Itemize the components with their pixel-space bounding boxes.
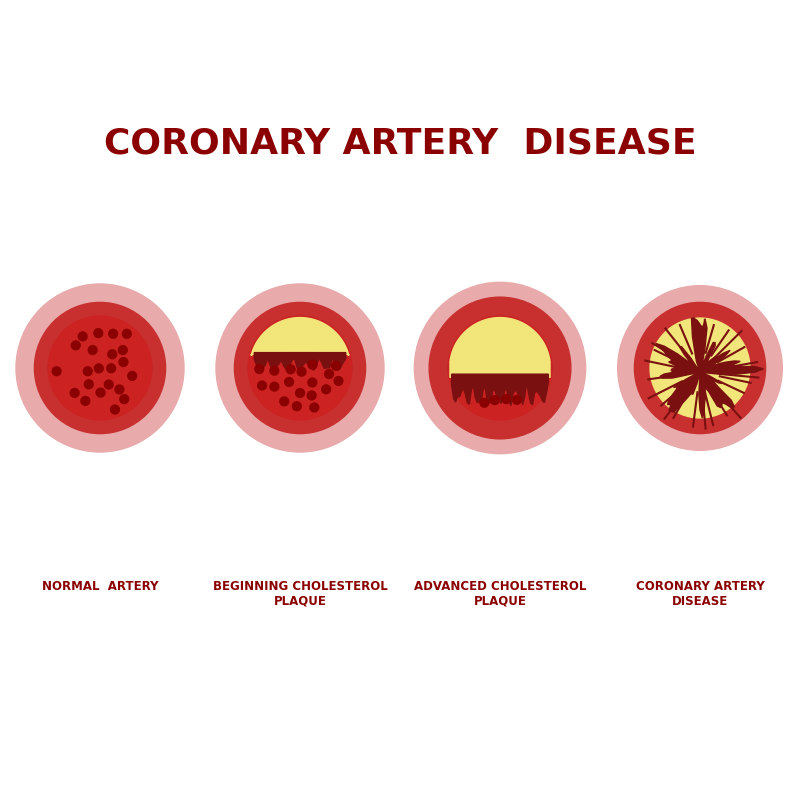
Circle shape: [285, 378, 294, 386]
Circle shape: [414, 282, 586, 454]
Circle shape: [52, 367, 61, 376]
Circle shape: [280, 397, 289, 406]
Circle shape: [128, 371, 137, 380]
Circle shape: [308, 378, 317, 387]
Circle shape: [258, 381, 266, 390]
Circle shape: [322, 385, 330, 394]
Circle shape: [480, 398, 489, 407]
Circle shape: [270, 366, 278, 375]
Circle shape: [110, 405, 119, 414]
Circle shape: [120, 394, 129, 403]
Circle shape: [513, 395, 522, 404]
Circle shape: [650, 318, 750, 418]
Circle shape: [255, 365, 264, 374]
Circle shape: [106, 364, 115, 373]
Circle shape: [248, 316, 352, 420]
Circle shape: [293, 402, 302, 410]
Text: BEGINNING CHOLESTEROL
PLAQUE: BEGINNING CHOLESTEROL PLAQUE: [213, 580, 387, 608]
Circle shape: [429, 297, 571, 439]
Circle shape: [109, 330, 118, 338]
Circle shape: [108, 350, 117, 358]
Circle shape: [331, 362, 340, 370]
Circle shape: [296, 389, 305, 398]
Circle shape: [297, 367, 306, 376]
Text: CORONARY ARTERY
DISEASE: CORONARY ARTERY DISEASE: [636, 580, 764, 608]
Circle shape: [448, 316, 552, 420]
Circle shape: [83, 367, 92, 376]
Circle shape: [119, 358, 128, 366]
Polygon shape: [450, 318, 550, 378]
Circle shape: [104, 380, 113, 389]
Circle shape: [94, 364, 103, 373]
Text: NORMAL  ARTERY: NORMAL ARTERY: [42, 580, 158, 593]
Circle shape: [307, 391, 316, 400]
Circle shape: [270, 382, 278, 391]
Circle shape: [71, 341, 80, 350]
Circle shape: [84, 380, 93, 389]
Circle shape: [122, 330, 131, 338]
Polygon shape: [656, 318, 763, 418]
Circle shape: [16, 284, 184, 452]
Polygon shape: [251, 318, 349, 355]
Circle shape: [96, 388, 105, 397]
Circle shape: [115, 385, 124, 394]
Circle shape: [78, 332, 87, 341]
Circle shape: [490, 396, 499, 405]
Circle shape: [216, 284, 384, 452]
Text: ADVANCED CHOLESTEROL
PLAQUE: ADVANCED CHOLESTEROL PLAQUE: [414, 580, 586, 608]
Polygon shape: [254, 353, 346, 371]
Circle shape: [286, 365, 295, 374]
Circle shape: [70, 389, 79, 398]
Circle shape: [81, 397, 90, 406]
Circle shape: [325, 370, 334, 378]
Polygon shape: [452, 374, 548, 406]
Text: CORONARY ARTERY  DISEASE: CORONARY ARTERY DISEASE: [104, 127, 696, 161]
Circle shape: [234, 302, 366, 434]
Circle shape: [118, 346, 127, 354]
Circle shape: [618, 286, 782, 450]
Circle shape: [310, 403, 318, 412]
Circle shape: [88, 346, 97, 354]
Circle shape: [334, 377, 343, 386]
Circle shape: [308, 360, 317, 369]
Circle shape: [48, 316, 152, 420]
Circle shape: [634, 302, 766, 434]
Circle shape: [94, 329, 102, 338]
Circle shape: [502, 394, 510, 403]
Circle shape: [34, 302, 166, 434]
